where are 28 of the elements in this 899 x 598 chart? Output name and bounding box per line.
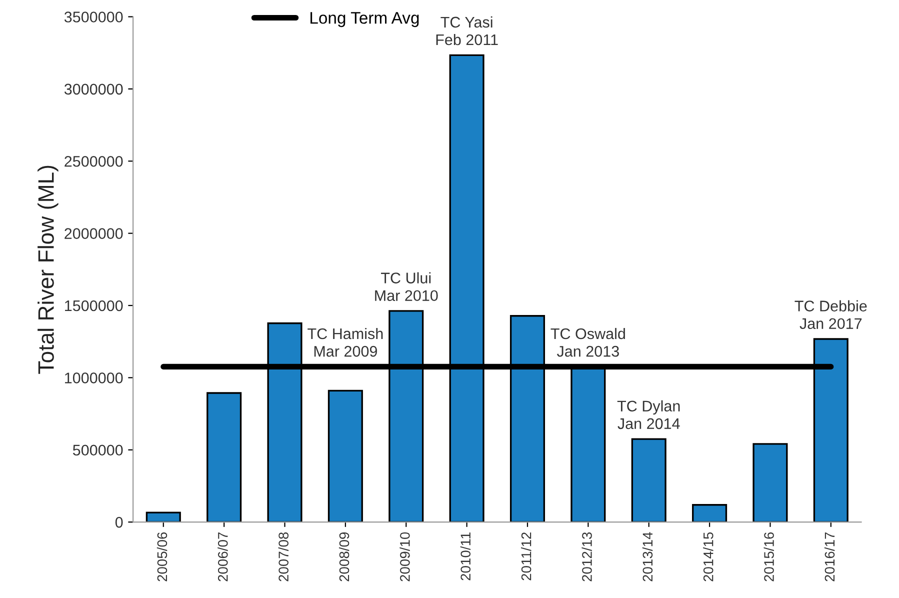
x-tick-label: 2005/06 [156,532,168,582]
y-tick-label: 1000000 [65,372,123,384]
annotation: TC Hamish Mar 2009 [308,328,383,357]
y-tick-label: 500000 [72,444,123,456]
annotation: TC Ului Mar 2010 [375,272,438,302]
annotation: TC Debbie Jan 2017 [794,300,867,330]
y-tick-label: 3000000 [64,84,123,95]
y-tick-label: 2500000 [64,156,123,167]
x-tick-label: 2009/10 [400,532,410,582]
annotation: TC Dylan Jan 2014 [617,400,680,430]
x-tick-label: 2016/17 [824,532,835,582]
annotation: TC Oswald Jan 2013 [550,328,625,357]
y-axis-title: Total River Flow (ML) [38,166,58,374]
x-tick-label: 2007/08 [278,532,288,582]
x-tick-label: 2012/13 [582,532,592,582]
x-tick-label: 2006/07 [218,532,228,582]
annotation: TC Yasi Feb 2011 [436,16,498,46]
x-tick-label: 2008/09 [338,532,350,582]
y-tick-label: 0 [115,516,123,528]
y-tick-label: 2000000 [64,228,123,239]
y-tick-label: 3500000 [64,12,123,22]
x-tick-label: 2011/12 [521,532,532,580]
legend-label: Long Term Avg [310,12,419,28]
x-tick-label: 2015/16 [764,532,774,582]
x-tick-label: 2013/14 [642,532,653,582]
x-tick-label: 2014/15 [703,532,714,582]
y-tick-label: 1500000 [65,300,123,312]
x-tick-label: 2010/11 [460,532,471,580]
